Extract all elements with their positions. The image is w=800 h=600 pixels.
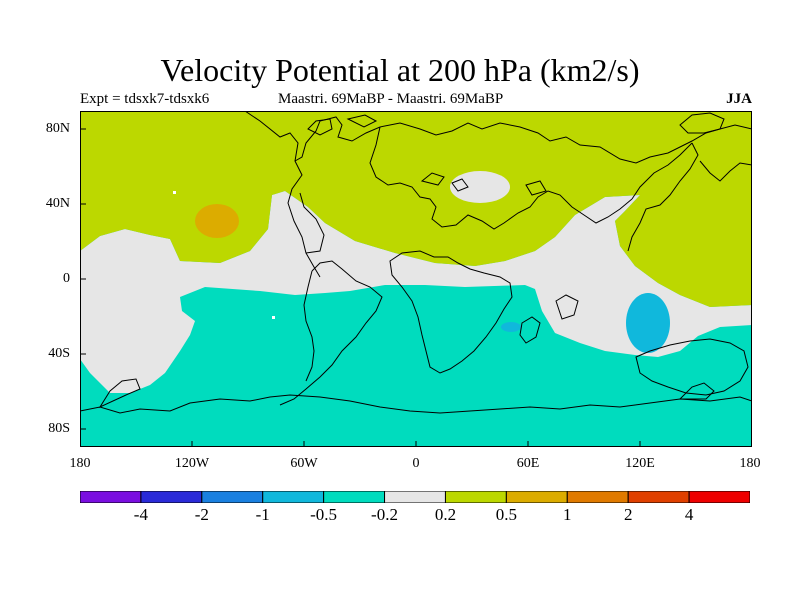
colorbar-box	[140, 491, 203, 503]
colorbar	[80, 491, 750, 503]
lon-label-180w: 180	[69, 456, 91, 471]
velocity-potential-map	[80, 111, 752, 447]
lat-label-80n: 80N	[45, 121, 70, 136]
lat-label-eq: 0	[63, 271, 70, 286]
lon-label-60e: 60E	[516, 456, 540, 471]
colorbar-box	[201, 491, 264, 503]
lat-label-40s: 40S	[48, 346, 70, 361]
colorbar-label: -2	[194, 505, 209, 524]
colorbar-box	[80, 491, 142, 503]
lon-label-0: 0	[412, 456, 420, 471]
lon-label-60w: 60W	[290, 456, 318, 471]
lat-label-40n: 40N	[45, 196, 70, 211]
period-label: Maastri. 69MaBP - Maastri. 69MaBP	[278, 91, 504, 107]
map-ticks	[80, 128, 641, 447]
colorbar-label: 2	[623, 505, 633, 524]
lat-label-80s: 80S	[48, 421, 70, 436]
colorbar-box	[627, 491, 690, 503]
colorbar-label: 0.5	[495, 505, 518, 524]
plot-title: Velocity Potential at 200 hPa (km2/s)	[160, 52, 640, 88]
colorbar-box	[444, 491, 507, 503]
map-strong-negative-spot-madagascar	[501, 322, 521, 332]
colorbar-label: -1	[255, 505, 270, 524]
colorbar-box	[566, 491, 629, 503]
colorbar-box	[323, 491, 386, 503]
colorbar-label: 0.2	[434, 505, 457, 524]
lon-label-180e: 180	[739, 456, 761, 471]
colorbar-box	[688, 491, 750, 503]
map-strong-negative-spot-indian	[626, 293, 670, 353]
colorbar-label: 4	[684, 505, 694, 524]
map-coastlines	[80, 111, 752, 414]
map-neutral-field	[80, 191, 752, 393]
colorbar-label: -0.5	[310, 505, 338, 524]
colorbar-box	[384, 491, 446, 503]
map-positive-field-north	[80, 111, 752, 307]
lon-label-120e: 120E	[625, 456, 655, 471]
experiment-label: Expt = tdsxk7-tdsxk6	[80, 91, 210, 107]
colorbar-label: 1	[563, 505, 572, 524]
colorbar-label: -0.2	[371, 505, 398, 524]
lon-label-120w: 120W	[174, 456, 210, 471]
map-strong-positive-spot	[195, 204, 239, 238]
season-label: JJA	[726, 91, 752, 107]
colorbar-box	[262, 491, 325, 503]
colorbar-label: -4	[133, 505, 148, 524]
colorbar-box	[505, 491, 568, 503]
map-neutral-patch-asia	[450, 171, 510, 203]
